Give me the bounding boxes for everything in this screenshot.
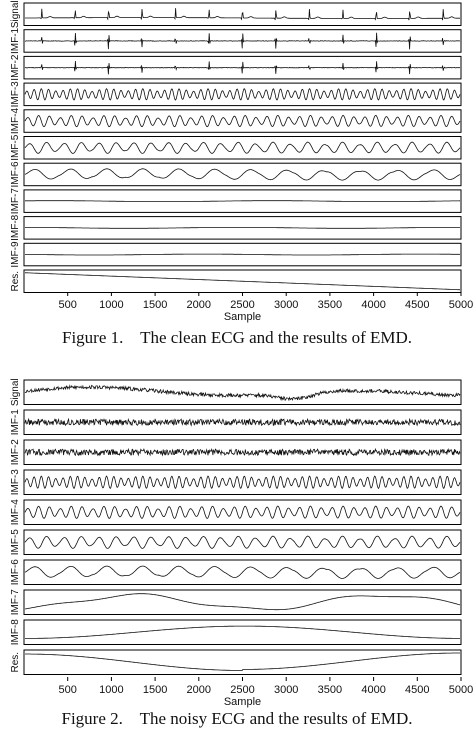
series-label: IMF-1 xyxy=(10,27,21,54)
series-line-imf-3 xyxy=(24,88,461,101)
x-tick-label: 500 xyxy=(59,684,77,696)
caption-text: The clean ECG and the results of EMD. xyxy=(140,328,413,347)
series-line-signal xyxy=(24,384,461,402)
x-tick-label: 5000 xyxy=(449,684,473,696)
series-line-imf-1 xyxy=(24,417,461,427)
panel-frame xyxy=(23,242,462,267)
series-line-imf-3 xyxy=(24,475,461,490)
figure-1-caption: Figure 1. The clean ECG and the results … xyxy=(0,328,474,348)
x-tick-label: 3500 xyxy=(318,299,342,311)
panel-frame xyxy=(23,2,462,26)
x-tick-label: 4000 xyxy=(361,684,385,696)
series-label: IMF-2 xyxy=(10,54,21,81)
series-line-imf-5 xyxy=(24,141,461,154)
x-tick-label: 1000 xyxy=(99,684,123,696)
series-label: IMF-7 xyxy=(10,188,21,215)
series-label: Res. xyxy=(10,652,21,673)
x-tick-label: 3000 xyxy=(274,684,298,696)
emd-chart-1: SignalIMF-1IMF-2IMF-3IMF-4IMF-5IMF-6IMF-… xyxy=(10,0,473,323)
x-tick-label: 2000 xyxy=(187,299,211,311)
x-tick-label: 3500 xyxy=(318,684,342,696)
figure-2: Signal IMF-1 IMF-2 IMF-3 IMF-4 IMF-5 IMF-6 IMF-… xyxy=(0,368,474,732)
series-label: IMF-3 xyxy=(10,469,21,496)
x-tick-label: 4000 xyxy=(361,299,385,311)
series-label: Signal xyxy=(10,378,21,406)
x-axis-label: Sample xyxy=(224,696,261,708)
x-tick-label: 4500 xyxy=(405,299,429,311)
series-label: IMF-2 xyxy=(10,439,21,466)
x-tick-label: 1500 xyxy=(143,684,167,696)
series-line-imf-6 xyxy=(24,168,461,181)
panel-frame xyxy=(23,82,462,107)
series-line-imf-7 xyxy=(24,593,461,611)
panel-frame xyxy=(23,109,462,133)
panel-frame xyxy=(23,469,462,495)
x-axis-label: Sample xyxy=(224,311,261,323)
series-label: Res. xyxy=(10,271,21,292)
series-label: IMF-9 xyxy=(10,241,21,268)
x-tick-label: 5000 xyxy=(449,299,473,311)
series-label: Signal xyxy=(10,0,21,28)
panel-frame xyxy=(23,559,462,585)
series-line-res- xyxy=(24,272,461,291)
series-label: IMF-5 xyxy=(10,529,21,556)
panel-frame xyxy=(23,409,462,435)
series-line-imf-9 xyxy=(25,253,461,256)
caption-number: Figure 2. xyxy=(61,709,123,728)
panel-frame xyxy=(23,499,462,525)
x-tick-label: 2500 xyxy=(230,684,254,696)
series-line-signal xyxy=(25,8,460,21)
series-line-imf-8 xyxy=(25,227,460,229)
series-line-imf-2 xyxy=(24,447,461,457)
series-label: IMF-4 xyxy=(10,499,21,526)
panel-frame xyxy=(23,189,462,213)
series-line-imf-6 xyxy=(24,565,461,579)
panel-frame xyxy=(23,649,462,675)
caption-number: Figure 1. xyxy=(61,328,124,347)
series-label: IMF-3 xyxy=(10,81,21,108)
series-label: IMF-6 xyxy=(10,161,21,188)
figure-2-caption: Figure 2. The noisy ECG and the results … xyxy=(0,709,474,729)
panel-frame xyxy=(23,216,462,240)
series-label: IMF-5 xyxy=(10,134,21,161)
panel-frame xyxy=(23,55,462,80)
series-line-imf-5 xyxy=(24,535,461,549)
series-line-res- xyxy=(25,652,460,671)
series-label: IMF-1 xyxy=(10,409,21,436)
x-tick-label: 500 xyxy=(59,299,77,311)
series-label: IMF-6 xyxy=(10,559,21,586)
series-label: IMF-7 xyxy=(10,589,21,616)
series-line-imf-4 xyxy=(24,114,461,128)
panel-frame xyxy=(23,136,462,160)
panel-frame xyxy=(23,589,462,615)
series-label: IMF-8 xyxy=(10,214,21,241)
emd-chart-2: Signal IMF-1 IMF-2 IMF-3 IMF-4 IMF-5 IMF-6 IMF-… xyxy=(10,378,473,708)
panel-frame xyxy=(23,619,462,645)
series-label: IMF-8 xyxy=(10,619,21,646)
panel-frame xyxy=(23,162,462,187)
x-tick-label: 1000 xyxy=(99,299,123,311)
caption-text: The noisy ECG and the results of EMD. xyxy=(139,709,413,728)
panel-frame xyxy=(23,379,462,405)
series-line-imf-4 xyxy=(24,505,461,519)
x-tick-label: 4500 xyxy=(405,684,429,696)
figure-1: Signal IMF-1 IMF-2 IMF-3 IMF-4 IMF-5 IMF-6 IMF-… xyxy=(0,0,474,360)
x-tick-label: 2000 xyxy=(187,684,211,696)
panel-frame xyxy=(23,29,462,53)
series-line-imf-8 xyxy=(25,625,460,639)
x-tick-label: 1500 xyxy=(143,299,167,311)
x-tick-label: 2500 xyxy=(230,299,254,311)
panel-frame xyxy=(23,529,462,555)
series-line-imf-2 xyxy=(24,60,461,75)
series-line-imf-1 xyxy=(24,32,461,50)
panel-frame xyxy=(23,439,462,465)
x-tick-label: 3000 xyxy=(274,299,298,311)
series-line-imf-7 xyxy=(25,200,460,202)
series-label: IMF-4 xyxy=(10,108,21,135)
